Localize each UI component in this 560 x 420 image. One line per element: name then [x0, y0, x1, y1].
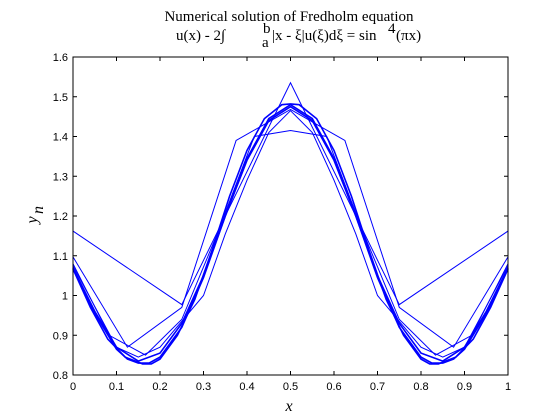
x-tick-label: 0 — [70, 381, 76, 393]
x-axis-label: x — [284, 398, 292, 415]
x-tick-label: 0.7 — [370, 381, 385, 393]
subtitle-rhs: (πx) — [396, 28, 421, 44]
chart-title: Numerical solution of Fredholm equation — [164, 9, 414, 25]
y-tick-label: 1.6 — [53, 52, 68, 64]
series-line-4 — [72, 109, 509, 358]
y-tick-label: 1 — [62, 291, 68, 303]
x-tick-label: 0.8 — [413, 381, 428, 393]
subtitle-upper-limit: b — [263, 21, 271, 37]
series-layer — [72, 81, 509, 365]
x-tick-label: 0.4 — [239, 381, 254, 393]
series-line-2 — [72, 108, 509, 348]
y-tick-label: 1.1 — [53, 251, 68, 263]
y-tick-label: 1.4 — [53, 132, 68, 144]
series-line-7 — [72, 103, 509, 365]
series-line-5 — [72, 105, 509, 362]
y-tick-label: 1.2 — [53, 211, 68, 223]
chart-subtitle: u(x) - 2∫ b a |x - ξ|u(ξ)dξ = sin 4 (πx) — [176, 21, 421, 51]
y-tick-label: 1.5 — [53, 92, 68, 104]
y-tick-label: 0.9 — [53, 330, 68, 342]
y-axis-label: y n — [24, 206, 47, 226]
x-tick-label: 0.6 — [326, 381, 341, 393]
subtitle-lower-limit: a — [262, 35, 269, 51]
y-tick-label: 1.3 — [53, 171, 68, 183]
x-tick-label: 0.1 — [109, 381, 124, 393]
series-line-1 — [72, 81, 509, 306]
x-tick-label: 0.5 — [283, 381, 298, 393]
subtitle-integrand: |x - ξ|u(ξ)dξ = sin — [272, 28, 377, 44]
x-tick-label: 0.3 — [196, 381, 211, 393]
y-tick-label: 0.8 — [53, 370, 68, 382]
x-tick-label: 0.9 — [457, 381, 472, 393]
x-tick-label: 1 — [505, 381, 511, 393]
series-line-3 — [72, 129, 509, 356]
subtitle-power: 4 — [388, 21, 396, 37]
x-tick-label: 0.2 — [152, 381, 167, 393]
subtitle-lhs: u(x) - 2∫ — [176, 28, 227, 44]
y-axis-label-subscript: n — [30, 206, 47, 214]
y-axis-label-main: y — [24, 216, 41, 226]
tick-layer: 0 0.1 0.2 0.3 0.4 0.5 0.6 0.7 0.8 0.9 1 0.8 0.9 1 1.1 1… — [53, 52, 511, 393]
